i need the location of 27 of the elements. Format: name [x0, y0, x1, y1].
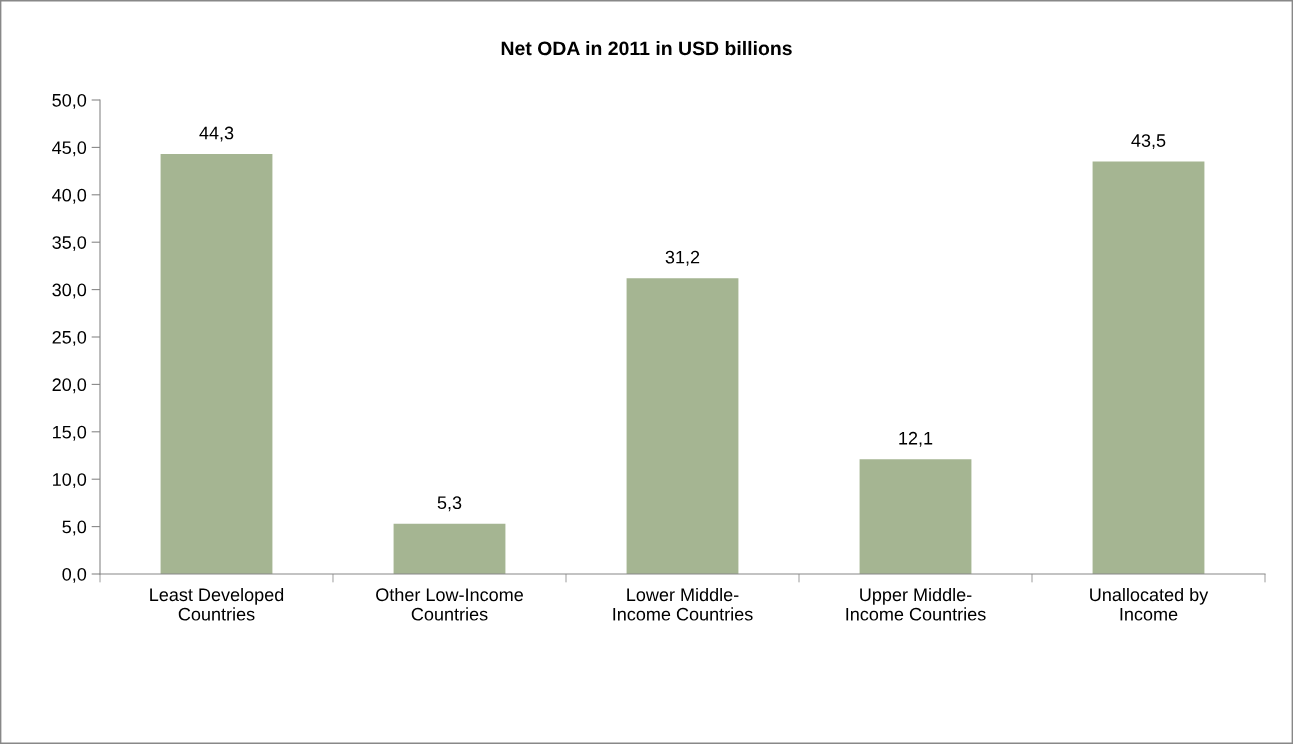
x-tick-label: Other Low-Income Countries — [376, 587, 523, 621]
bar — [160, 154, 273, 574]
x-tick-label: Least Developed Countries — [150, 587, 284, 621]
data-label: 31,2 — [665, 250, 700, 266]
bar — [859, 459, 972, 574]
y-tick-label: 30,0 — [52, 283, 87, 299]
data-label: 43,5 — [1131, 134, 1166, 150]
x-tick-label: Upper Middle- Income Countries — [846, 587, 986, 621]
bar — [626, 278, 739, 574]
x-tick-label: Lower Middle- Income Countries — [613, 587, 753, 621]
y-tick-label: 20,0 — [52, 378, 87, 394]
y-tick-label: 15,0 — [53, 425, 87, 441]
y-tick-label: 10,0 — [53, 473, 87, 489]
x-tick-label: Unallocated by Income — [1090, 587, 1209, 621]
y-tick-label: 35,0 — [52, 236, 87, 252]
data-label: 44,3 — [199, 126, 234, 142]
y-tick-label: 40,0 — [52, 188, 87, 204]
y-tick-label: 50,0 — [52, 93, 87, 109]
y-tick-label: 25,0 — [52, 330, 87, 346]
y-tick-label: 45,0 — [52, 141, 87, 157]
y-tick-label: 0,0 — [62, 567, 87, 583]
y-tick-label: 5,0 — [62, 520, 87, 536]
data-label: 5,3 — [437, 496, 462, 512]
bar — [1092, 161, 1205, 574]
bar — [393, 523, 506, 574]
data-label: 12,1 — [899, 431, 933, 447]
chart-title: Net ODA in 2011 in USD billions — [501, 40, 792, 56]
